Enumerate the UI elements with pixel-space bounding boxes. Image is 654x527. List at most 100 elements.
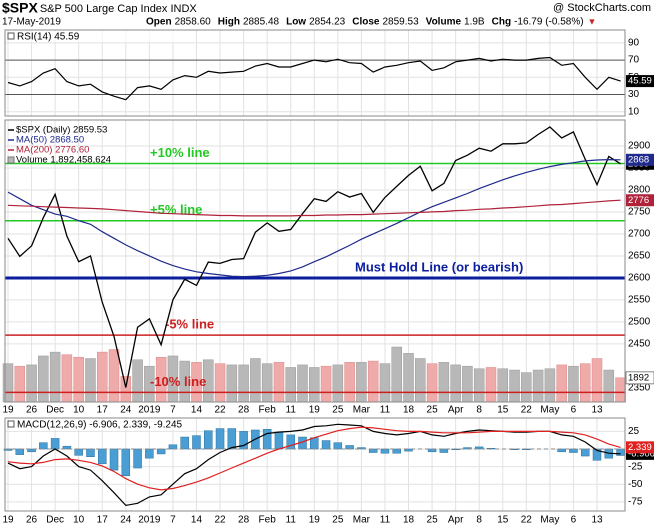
volume-bar bbox=[367, 360, 379, 403]
volume-bar bbox=[238, 364, 249, 403]
panel-frame bbox=[4, 417, 626, 512]
volume-bar bbox=[391, 346, 402, 403]
y-tick-label: 2800 bbox=[628, 185, 651, 196]
volume-bar bbox=[415, 358, 426, 403]
y-tick-label: 2450 bbox=[628, 339, 651, 350]
histogram-bar bbox=[97, 448, 107, 465]
series-line bbox=[7, 426, 621, 491]
x-tick-label: Mar bbox=[353, 405, 371, 416]
volume-bar bbox=[426, 363, 438, 403]
x-tick-label: 18 bbox=[403, 405, 415, 416]
x-tick-label: 25 bbox=[332, 405, 344, 416]
y-tick-label: 10 bbox=[628, 106, 640, 117]
value-box-label: 1892 bbox=[628, 372, 649, 383]
quote-value: 2854.23 bbox=[309, 17, 346, 28]
x-tick-label: 13 bbox=[591, 405, 603, 416]
volume-bar bbox=[438, 362, 450, 403]
y-tick-label: 2750 bbox=[628, 207, 651, 218]
volume-bar bbox=[603, 369, 615, 403]
value-box-label: 2868 bbox=[628, 154, 649, 165]
x-tick-label: 7 bbox=[170, 515, 176, 526]
histogram-bar bbox=[321, 440, 331, 450]
quote-label: High bbox=[218, 17, 240, 28]
title-icon bbox=[7, 32, 15, 40]
volume-bar bbox=[297, 364, 308, 403]
instrument-name: S&P 500 Large Cap Index INDX bbox=[40, 3, 198, 15]
volume-bar bbox=[568, 365, 579, 403]
x-tick-label: 28 bbox=[238, 405, 250, 416]
y-tick-label: 2500 bbox=[628, 317, 651, 328]
quote-value: 2859.53 bbox=[382, 17, 419, 28]
volume-bar bbox=[38, 355, 49, 403]
series-line bbox=[7, 56, 621, 101]
x-tick-label: 22 bbox=[521, 515, 533, 526]
x-tick-label: 28 bbox=[238, 515, 250, 526]
x-tick-label: 7 bbox=[170, 405, 176, 416]
value-box bbox=[626, 194, 654, 207]
x-tick-label: 8 bbox=[476, 515, 482, 526]
volume-bar bbox=[497, 368, 509, 403]
volume-bar bbox=[309, 367, 320, 403]
volume-bar bbox=[96, 351, 108, 403]
symbol: $SPX bbox=[2, 0, 38, 16]
volume-bar bbox=[49, 351, 61, 403]
volume-bar bbox=[332, 364, 344, 403]
histogram-bar bbox=[404, 448, 413, 452]
volume-bar bbox=[344, 362, 355, 403]
x-tick-label: Apr bbox=[448, 515, 464, 526]
histogram-bar bbox=[392, 448, 401, 454]
volume-bar bbox=[356, 362, 367, 403]
x-tick-label: 2019 bbox=[138, 515, 161, 526]
legend-label: $SPX (Daily) 2859.53 bbox=[16, 125, 107, 136]
volume-bar bbox=[285, 367, 296, 403]
quote-value: 2885.48 bbox=[243, 17, 280, 28]
histogram-bar bbox=[357, 447, 366, 450]
histogram-bar bbox=[74, 448, 83, 456]
histogram-bar bbox=[192, 435, 201, 450]
x-tick-label: 6 bbox=[571, 405, 577, 416]
x-tick-label: 19 bbox=[2, 515, 14, 526]
y-tick-label: 2550 bbox=[628, 295, 651, 306]
title-icon bbox=[7, 420, 15, 428]
x-tick-label: 11 bbox=[380, 515, 391, 526]
value-box bbox=[626, 441, 654, 454]
x-tick-label: 11 bbox=[286, 515, 297, 526]
source: @ StockCharts.com bbox=[553, 2, 651, 14]
histogram-bar bbox=[333, 442, 343, 450]
volume-bar bbox=[579, 363, 591, 403]
histogram-bar bbox=[439, 448, 449, 453]
value-box-label: 2776 bbox=[628, 195, 649, 206]
x-tick-label: 24 bbox=[120, 405, 132, 416]
value-box bbox=[626, 153, 654, 166]
quote-value: 1.9B bbox=[464, 17, 485, 28]
x-tick-label: 25 bbox=[427, 405, 439, 416]
volume-bar bbox=[250, 358, 261, 403]
title-bg bbox=[16, 419, 186, 430]
x-tick-label: Feb bbox=[259, 515, 277, 526]
quote-label: Open bbox=[146, 17, 172, 28]
y-tick-label: -50 bbox=[628, 479, 643, 490]
histogram-bar bbox=[345, 445, 354, 450]
x-tick-label: 2019 bbox=[138, 405, 161, 416]
reference-label: +10% line bbox=[150, 145, 210, 160]
x-tick-label: 22 bbox=[214, 515, 226, 526]
x-tick-label: 19 bbox=[2, 405, 14, 416]
y-tick-label: -25 bbox=[628, 461, 643, 472]
volume-bar bbox=[120, 376, 132, 403]
histogram-bar bbox=[368, 448, 378, 453]
x-tick-label: Feb bbox=[259, 405, 277, 416]
histogram-bar bbox=[274, 431, 284, 450]
y-tick-label: 2700 bbox=[628, 229, 651, 240]
y-tick-label: 30 bbox=[628, 89, 640, 100]
volume-bar bbox=[26, 364, 37, 403]
volume-bar bbox=[591, 358, 603, 403]
x-tick-label: 17 bbox=[97, 405, 109, 416]
value-box-label: 45.59 bbox=[628, 76, 652, 87]
histogram-bar bbox=[168, 444, 178, 450]
x-tick-label: 14 bbox=[191, 515, 203, 526]
histogram-bar bbox=[62, 445, 72, 450]
series-line bbox=[7, 126, 621, 388]
quote-label: Chg bbox=[492, 17, 511, 28]
volume-bar bbox=[261, 363, 273, 403]
